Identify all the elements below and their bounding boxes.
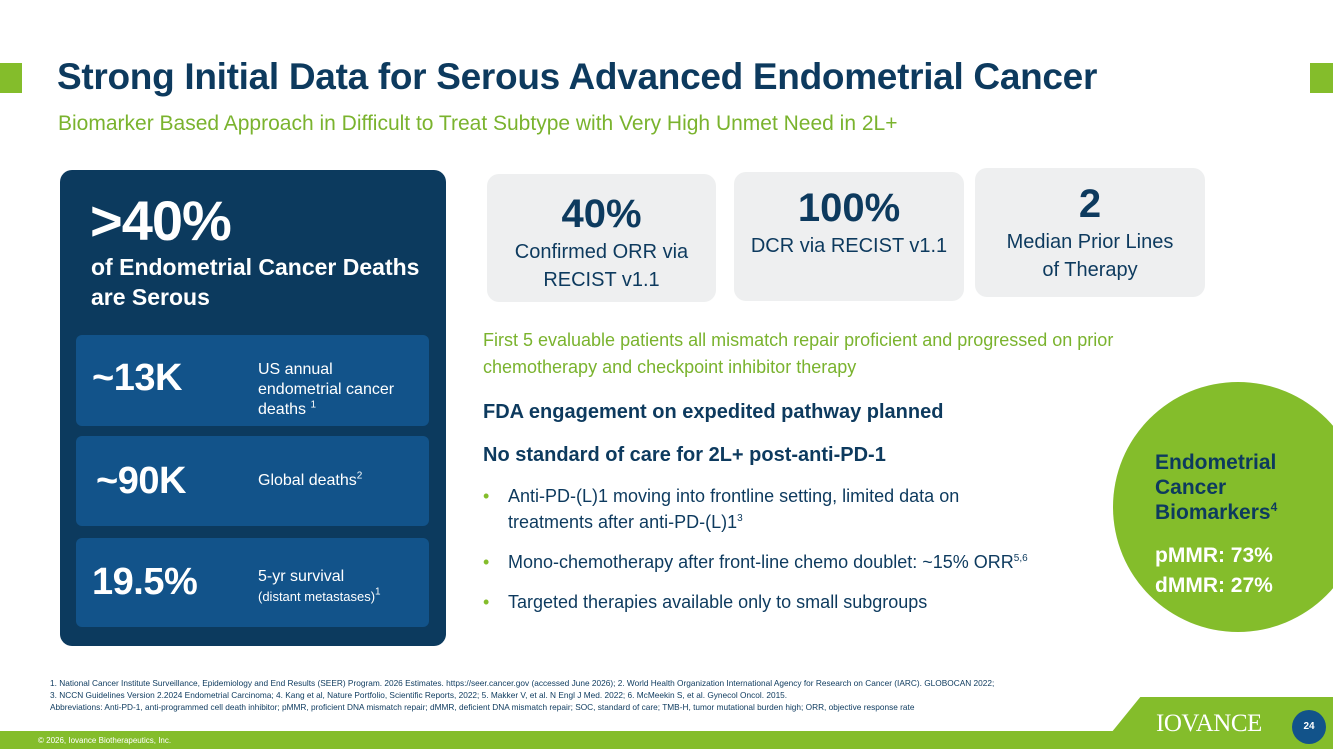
stat-label: US annual endometrial cancer deaths 1 xyxy=(258,361,395,418)
copyright: © 2026, Iovance Biotherapeutics, Inc. xyxy=(38,736,172,745)
metric-label: Median Prior Lines of Therapy xyxy=(1006,231,1174,281)
stat-value: ~90K xyxy=(96,460,186,502)
dmmr-value: dMMR: 27% xyxy=(1155,574,1273,597)
stat-global-deaths: ~90K Global deaths2 xyxy=(76,436,429,526)
metric-label: Confirmed ORR via RECIST v1.1 xyxy=(514,241,689,291)
right-accent-square xyxy=(1310,63,1333,93)
bullet-dot-icon: • xyxy=(483,486,490,506)
footer-bar xyxy=(0,731,1333,749)
metric-card-dcr: 100% DCR via RECIST v1.1 xyxy=(734,172,964,301)
footnote-line: Abbreviations: Anti-PD-1, anti-programme… xyxy=(50,702,915,712)
slide-subtitle: Biomarker Based Approach in Difficult to… xyxy=(58,112,898,135)
metric-label: DCR via RECIST v1.1 xyxy=(750,235,948,257)
stat-label: Global deaths2 xyxy=(258,470,363,489)
bullet-list: • Anti-PD-(L)1 moving into frontline sett… xyxy=(483,483,1123,629)
stat-five-year-survival: 19.5% 5-yr survival (distant metastases)1 xyxy=(76,538,429,627)
footnote-line: 3. NCCN Guidelines Version 2.2024 Endome… xyxy=(50,690,788,700)
bullet-dot-icon: • xyxy=(483,592,490,612)
metric-value: 2 xyxy=(1078,182,1102,226)
slide-title: Strong Initial Data for Serous Advanced … xyxy=(57,56,1098,97)
metric-card-orr: 40% Confirmed ORR via RECIST v1.1 xyxy=(487,174,716,302)
metric-card-prior-lines: 2 Median Prior Lines of Therapy xyxy=(975,168,1205,297)
patient-note: First 5 evaluable patients all mismatch … xyxy=(483,330,1114,377)
biomarker-circle xyxy=(1113,382,1333,632)
headline-value: >40% xyxy=(90,189,232,252)
biomarker-title: Endometrial Cancer Biomarkers4 xyxy=(1155,451,1278,524)
page-number: 24 xyxy=(1292,710,1326,744)
fda-heading: FDA engagement on expedited pathway plan… xyxy=(483,401,944,423)
bullet-item: • Anti-PD-(L)1 moving into frontline sett… xyxy=(483,483,1043,535)
pmmr-value: pMMR: 73% xyxy=(1155,544,1273,567)
footnote-line: 1. National Cancer Institute Surveillanc… xyxy=(50,678,995,688)
stat-label: 5-yr survival (distant metastases)1 xyxy=(258,568,381,604)
left-accent-square xyxy=(0,63,22,93)
headline-text: of Endometrial Cancer Deaths are Serous xyxy=(91,254,420,310)
bullet-item: • Targeted therapies available only to sm… xyxy=(483,589,1123,615)
bullet-dot-icon: • xyxy=(483,552,490,572)
footnotes: 1. National Cancer Institute Surveillanc… xyxy=(50,677,1160,713)
iovance-logo: IOVANCE xyxy=(1156,710,1262,737)
stat-us-deaths: ~13K US annual endometrial cancer deaths… xyxy=(76,335,429,426)
stat-value: ~13K xyxy=(92,357,182,399)
soc-heading: No standard of care for 2L+ post-anti-PD… xyxy=(483,444,886,466)
metric-value: 100% xyxy=(797,186,901,230)
metric-value: 40% xyxy=(561,192,642,236)
stat-value: 19.5% xyxy=(92,561,198,603)
bullet-item: • Mono-chemotherapy after front-line chem… xyxy=(483,549,1123,575)
